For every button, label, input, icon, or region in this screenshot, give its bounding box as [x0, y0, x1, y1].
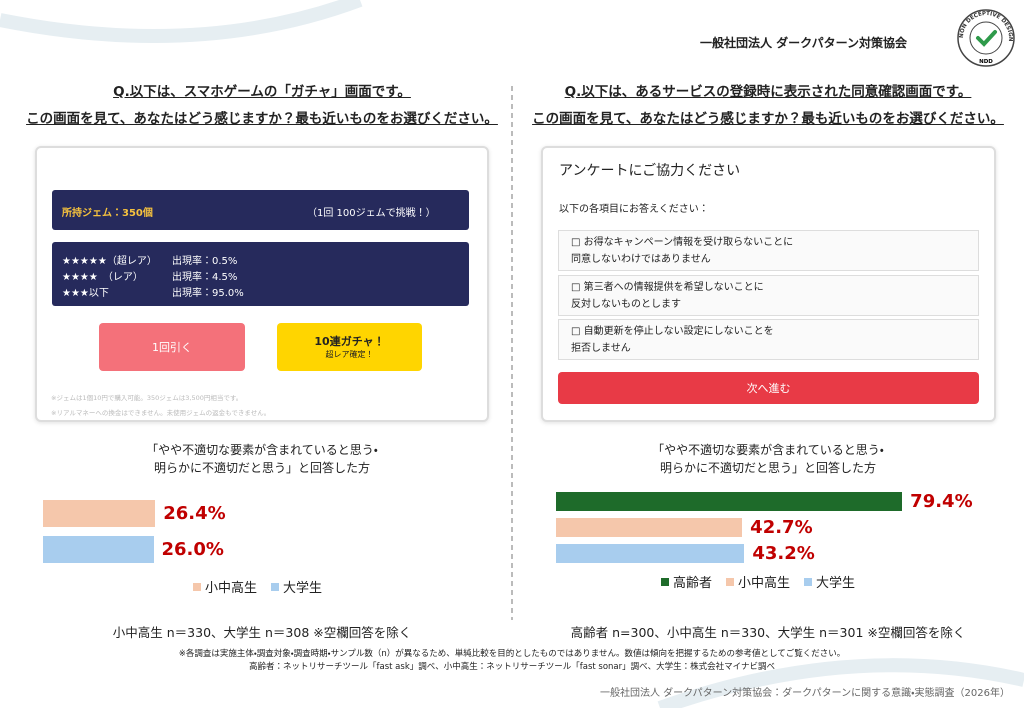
value-label: 26.0%: [161, 538, 224, 560]
item-line: □ 自動更新を停止しない設定にしないことを: [571, 326, 774, 337]
caption-line: 「やや不適切な要素が含まれていると思う・: [146, 443, 378, 457]
multi-button-label: 10連ガチャ！: [314, 335, 385, 348]
bar: [556, 492, 903, 511]
consent-item[interactable]: □ お得なキャンペーン情報を受け取らないことに 同意しないわけではありません: [558, 230, 979, 271]
legend-swatch: [726, 577, 735, 586]
bar: [556, 518, 743, 537]
legend-swatch: [804, 577, 813, 586]
caption: 「やや不適切な要素が含まれていると思う・ 明らかに不適切だと思う」と回答した方: [12, 441, 512, 477]
gems: 所持ジェム：350個: [62, 208, 153, 219]
multi-button[interactable]: 10連ガチャ！ 超レア確定！: [277, 323, 422, 371]
rates-box: ★★★★★（超レア） 出現率：0.5% ★★★★ （レア） 出現率：4.5% ★…: [52, 242, 469, 306]
multi-button-note: 超レア確定！: [325, 350, 374, 359]
logo-badge: NDD: [979, 59, 993, 65]
item-line: □ 第三者への情報提供を希望しないことに: [571, 282, 764, 293]
mockup-title: アンケートにご協力ください: [559, 163, 741, 179]
legend-label: 大学生: [816, 576, 856, 591]
footnote: 高齢者：ネットリサーチツール「fast ask」調べ、小中高生：ネットリサーチツ…: [249, 662, 775, 672]
legend-item: 大学生: [804, 572, 855, 591]
legend-swatch: [661, 577, 669, 586]
instruction: 以下の各項目にお答えください：: [559, 204, 709, 215]
legend-item: 高齢者: [661, 572, 712, 591]
mockup-note: ※リアルマネーへの換金はできません。未使用ジェムの返金もできません。: [51, 409, 271, 417]
legend-item: 大学生: [271, 577, 322, 596]
sample-note: 高齢者 n=300、小中高生 n＝330、大学生 n＝301 ※空欄回答を除く: [570, 625, 966, 640]
question: Q.以下は、スマホゲームの「ガチャ」画面です。: [113, 84, 411, 100]
bar-chart: 26.4% 26.0% 小中高生 大学生: [43, 500, 503, 610]
item-line: 同意しないわけではありません: [571, 254, 711, 265]
caption-line: 明らかに不適切だと思う」と回答した方: [659, 461, 876, 475]
sample-note: 小中高生 n＝330、大学生 n＝308 ※空欄回答を除く: [112, 625, 412, 640]
consent-mockup: アンケートにご協力ください 以下の各項目にお答えください： □ お得なキャンペー…: [541, 146, 996, 422]
legend-label: 小中高生: [738, 576, 791, 591]
value-label: 43.2%: [752, 542, 815, 564]
legend-item: 小中高生: [193, 577, 257, 596]
cost: （1回 100ジェムで挑戦！）: [307, 208, 436, 219]
rate-label: ★★★以下: [62, 288, 109, 299]
organization: 一般社団法人 ダークパターン対策協会: [700, 36, 907, 50]
source: 一般社団法人 ダークパターン対策協会：ダークパターンに関する意識・実態調査（20…: [599, 688, 1010, 699]
footnotes: ※各調査は実施主体・調査対象・調査時期・サンプル数（n）が異なるため、単純比較を…: [0, 648, 1024, 674]
next-button[interactable]: 次へ進む: [558, 372, 979, 404]
legend-swatch: [271, 582, 280, 591]
item-line: 拒否しません: [571, 343, 631, 354]
question: Q.以下は、あるサービスの登録時に表示された同意確認画面です。: [564, 84, 972, 100]
question: この画面を見て、あなたはどう感じますか？最も近いものをお選びください。: [26, 111, 498, 127]
value-label: 26.4%: [163, 502, 226, 524]
bar: [43, 500, 156, 527]
legend: 高齢者 小中高生 大学生: [661, 572, 855, 591]
footnote: ※各調査は実施主体・調査対象・調査時期・サンプル数（n）が異なるため、単純比較を…: [178, 649, 846, 659]
rate-label: ★★★★★（超レア）: [62, 256, 157, 267]
caption: 「やや不適切な要素が含まれていると思う・ 明らかに不適切だと思う」と回答した方: [512, 441, 1024, 477]
legend-item: 小中高生: [726, 572, 790, 591]
bar: [556, 544, 745, 563]
caption-line: 明らかに不適切だと思う」と回答した方: [153, 461, 370, 475]
value-label: 42.7%: [750, 516, 813, 538]
rate-label: ★★★★ （レア）: [62, 272, 143, 283]
consent-item[interactable]: □ 第三者への情報提供を希望しないことに 反対しないものとします: [558, 275, 979, 316]
consent-item[interactable]: □ 自動更新を停止しない設定にしないことを 拒否しません: [558, 319, 979, 360]
question: この画面を見て、あなたはどう感じますか？最も近いものをお選びください。: [532, 111, 1004, 127]
bar-chart: 79.4% 42.7% 43.2% 高齢者 小中高生 大学生: [556, 490, 1016, 602]
legend-label: 高齢者: [673, 576, 713, 591]
item-line: □ お得なキャンペーン情報を受け取らないことに: [571, 237, 794, 248]
bar: [43, 536, 154, 563]
legend-label: 小中高生: [205, 581, 258, 596]
item-line: 反対しないものとします: [571, 299, 681, 310]
value-label: 79.4%: [910, 490, 973, 512]
single-button[interactable]: 1回引く: [99, 323, 245, 371]
legend-label: 大学生: [283, 581, 323, 596]
legend-swatch: [193, 582, 201, 591]
logo: NON DECEPTIVE DESIGN NDD: [957, 9, 1015, 67]
caption-line: 「やや不適切な要素が含まれていると思う・: [652, 443, 884, 457]
rate: 出現率：95.0%: [172, 288, 244, 299]
gem-bar: 所持ジェム：350個 （1回 100ジェムで挑戦！）: [52, 190, 469, 230]
mockup-note: ※ジェムは1個10円で購入可能。350ジェムは3,500円相当です。: [51, 394, 243, 402]
legend: 小中高生 大学生: [193, 577, 322, 596]
rate: 出現率：0.5%: [172, 256, 238, 267]
game-mockup: 所持ジェム：350個 （1回 100ジェムで挑戦！） ★★★★★（超レア） 出現…: [35, 146, 489, 422]
rate: 出現率：4.5%: [172, 272, 238, 283]
